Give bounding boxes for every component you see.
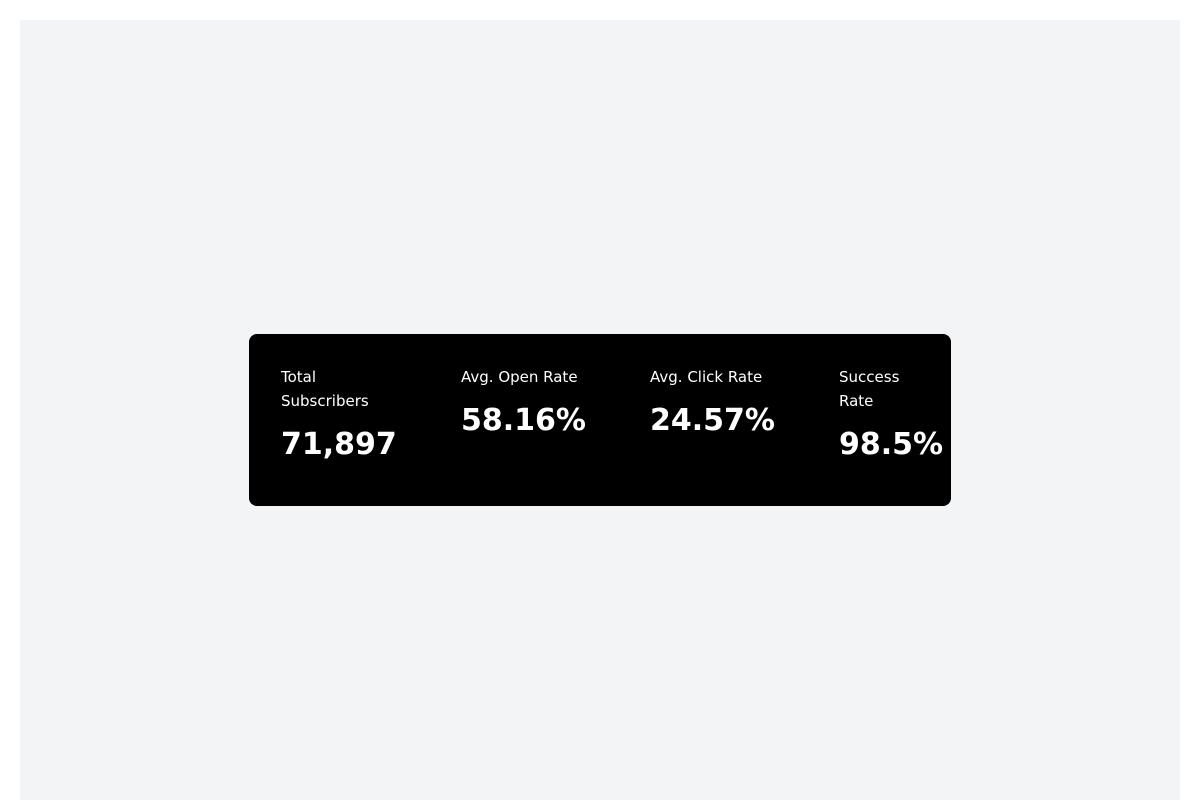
stat-total-subscribers: Total Subscribers 71,897 bbox=[281, 366, 397, 474]
stat-avg-open-rate: Avg. Open Rate 58.16% bbox=[461, 366, 586, 474]
stat-avg-click-rate: Avg. Click Rate 24.57% bbox=[650, 366, 775, 474]
stat-success-rate: Success Rate 98.5% bbox=[839, 366, 944, 474]
page-background: Total Subscribers 71,897 Avg. Open Rate … bbox=[20, 20, 1180, 800]
stat-label: Total Subscribers bbox=[281, 368, 369, 410]
stat-value: 98.5% bbox=[839, 427, 944, 462]
stat-label: Avg. Open Rate bbox=[461, 368, 578, 386]
stats-card: Total Subscribers 71,897 Avg. Open Rate … bbox=[249, 334, 951, 506]
stat-label: Avg. Click Rate bbox=[650, 368, 763, 386]
stat-value: 24.57% bbox=[650, 403, 775, 438]
stat-value: 71,897 bbox=[281, 427, 397, 462]
stat-value: 58.16% bbox=[461, 403, 586, 438]
stat-label: Success Rate bbox=[839, 368, 900, 410]
